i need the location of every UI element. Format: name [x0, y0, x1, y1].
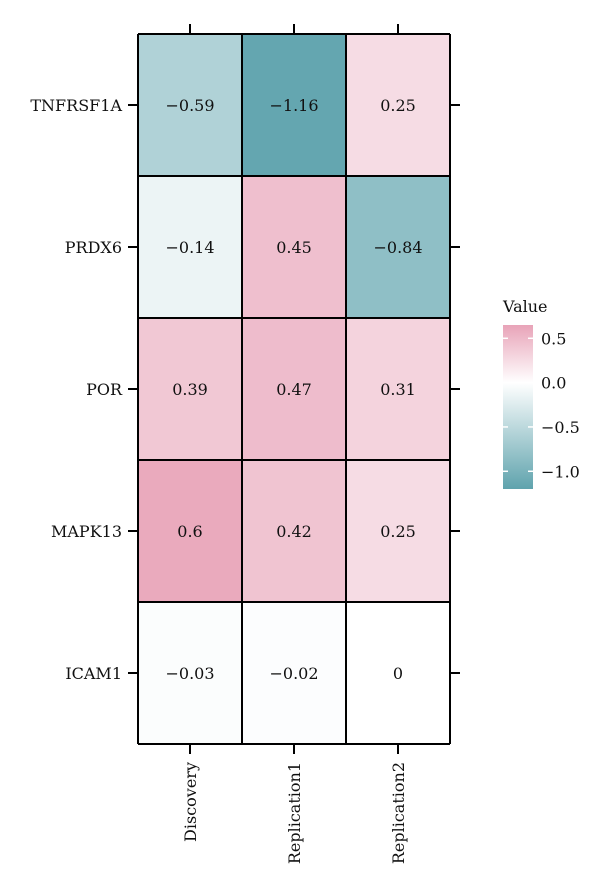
row-label: POR — [86, 380, 123, 399]
row-label: MAPK13 — [51, 522, 122, 541]
heatmap-cell — [346, 176, 450, 318]
cell-value-label: 0.31 — [380, 380, 416, 399]
legend-tick-label: 0.5 — [541, 329, 566, 348]
heatmap-cell — [242, 318, 346, 460]
cell-value-label: −0.84 — [373, 238, 422, 257]
heatmap-cell — [242, 34, 346, 176]
heatmap-cell — [138, 318, 242, 460]
legend-ticks: 0.5 0.0 −0.5 −1.0 — [503, 329, 580, 481]
cell-value-label: 0.47 — [276, 380, 312, 399]
legend-tick-label: 0.0 — [541, 374, 566, 393]
heatmap-cell — [346, 318, 450, 460]
row-label: PRDX6 — [65, 238, 122, 257]
cell-value-label: −0.03 — [165, 664, 214, 683]
cell-value-label: −0.02 — [269, 664, 318, 683]
column-label: Discovery — [181, 762, 200, 842]
heatmap-cells: −0.59 −1.16 0.25 −0.14 0.45 −0.84 0.39 0.47 0.31… — [138, 34, 450, 744]
column-label: Replication1 — [285, 762, 304, 864]
heatmap-cell — [138, 602, 242, 744]
heatmap-cell — [242, 460, 346, 602]
heatmap-cell — [242, 602, 346, 744]
cell-value-label: 0.42 — [276, 522, 312, 541]
cell-value-label: 0 — [393, 664, 403, 683]
heatmap-cell — [242, 176, 346, 318]
cell-value-label: 0.45 — [276, 238, 312, 257]
legend-tick-label: −0.5 — [541, 418, 580, 437]
heatmap-cell — [346, 602, 450, 744]
cell-value-label: −1.16 — [269, 96, 318, 115]
row-labels: TNFRSF1A PRDX6 POR MAPK13 ICAM1 — [30, 96, 123, 683]
cell-value-label: 0.25 — [380, 522, 416, 541]
column-labels: Discovery Replication1 Replication2 — [181, 762, 408, 864]
cell-value-label: −0.59 — [165, 96, 214, 115]
legend-colorbar — [503, 325, 533, 489]
row-label: TNFRSF1A — [30, 96, 122, 115]
row-label: ICAM1 — [65, 664, 122, 683]
cell-value-label: 0.39 — [172, 380, 208, 399]
heatmap-cell — [346, 460, 450, 602]
cell-value-label: 0.6 — [177, 522, 202, 541]
axis-ticks — [128, 24, 460, 754]
legend-tick-label: −1.0 — [541, 462, 580, 481]
heatmap-cell — [346, 34, 450, 176]
legend-title: Value — [502, 297, 548, 316]
heatmap-cell — [138, 34, 242, 176]
heatmap-cell — [138, 460, 242, 602]
color-legend: Value 0.5 0.0 −0.5 −1.0 — [502, 297, 580, 489]
heatmap-cell — [138, 176, 242, 318]
cell-value-label: −0.14 — [165, 238, 214, 257]
cell-value-label: 0.25 — [380, 96, 416, 115]
column-label: Replication2 — [389, 762, 408, 864]
